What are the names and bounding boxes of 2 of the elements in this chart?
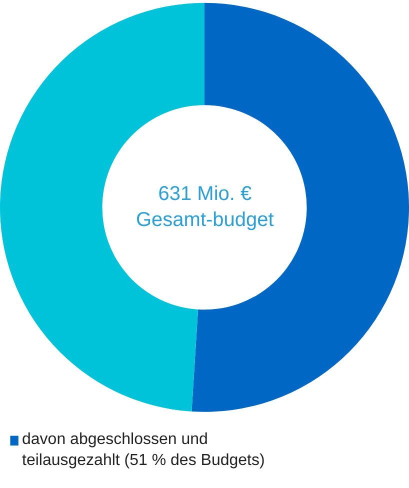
text: 631 Mio. € Gesamt-budget (136, 183, 274, 231)
legend-label: davon abgeschlossen und teilausgezahlt (51 % des Budgets) (22, 431, 265, 469)
